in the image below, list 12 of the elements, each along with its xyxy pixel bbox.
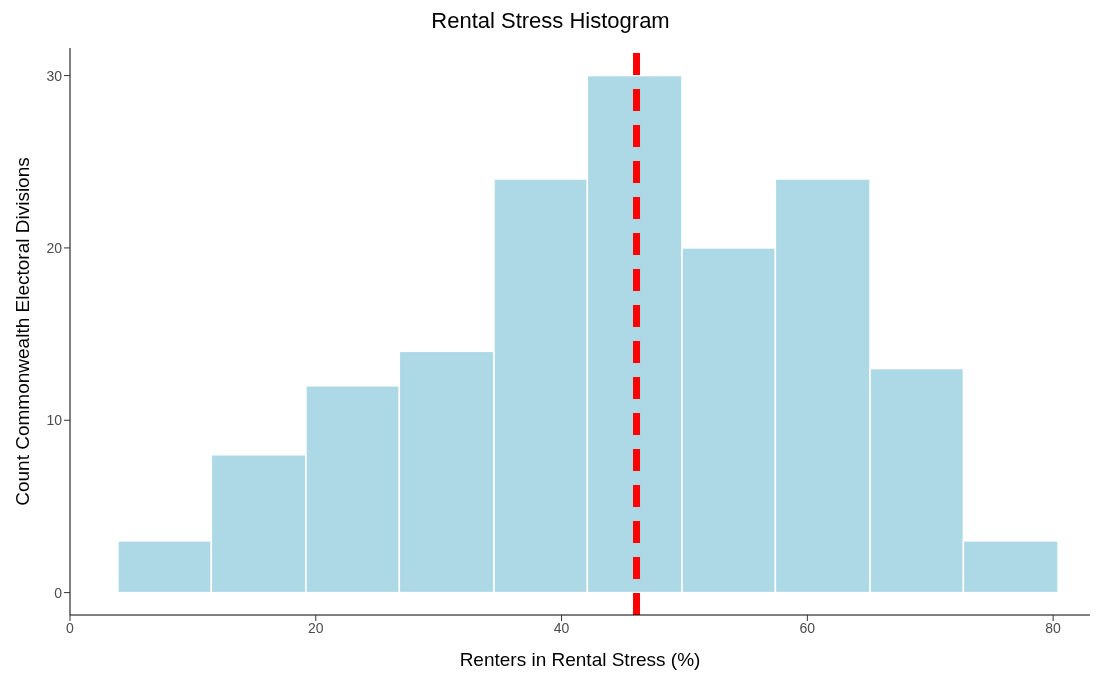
y-tick-label: 0 [54, 584, 63, 601]
x-axis-title: Renters in Rental Stress (%) [459, 649, 701, 670]
y-axis-title: Count Commonwealth Electoral Divisions [11, 157, 33, 506]
x-tick-label: 0 [66, 619, 75, 636]
x-tick-label: 20 [307, 619, 324, 636]
x-tick-label: 60 [799, 619, 816, 636]
x-tick-label: 80 [1045, 619, 1062, 636]
x-tick-label: 40 [553, 619, 570, 636]
y-tick-label: 10 [46, 412, 63, 429]
y-tick-label: 30 [46, 67, 63, 84]
chart-title: Rental Stress Histogram [430, 8, 671, 34]
y-tick-label: 20 [46, 239, 63, 256]
